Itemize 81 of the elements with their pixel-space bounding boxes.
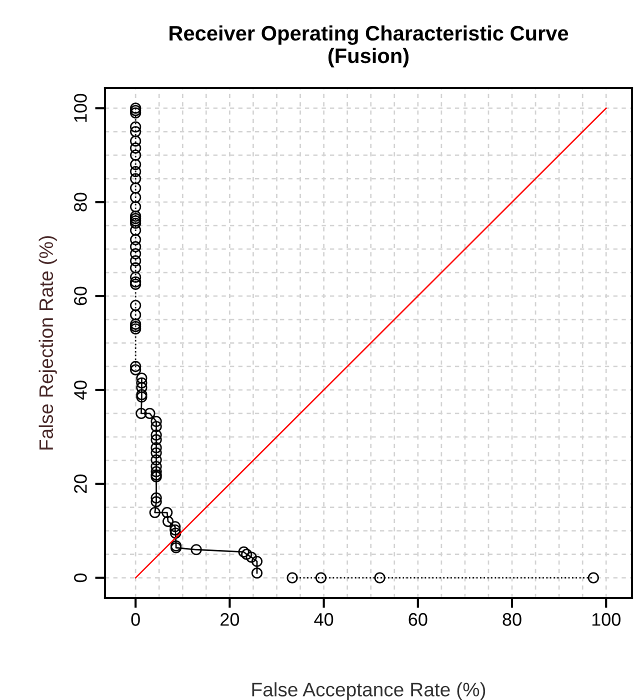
x-tick-label: 40 [314, 613, 334, 626]
point [130, 182, 142, 194]
point [170, 524, 181, 536]
x-tick-label: 20 [220, 613, 240, 626]
point [130, 215, 142, 226]
point [136, 382, 148, 394]
point [130, 201, 142, 212]
point [588, 572, 599, 584]
x-tick-label: 100 [592, 613, 620, 626]
y-tick-label: 0 [74, 573, 87, 582]
point [130, 107, 142, 118]
point [150, 429, 162, 441]
x-tick-label: 60 [408, 613, 428, 626]
point [238, 546, 250, 558]
point [130, 210, 142, 222]
point [130, 121, 142, 133]
point [190, 544, 202, 556]
point [136, 389, 148, 400]
point [130, 255, 142, 266]
point [150, 442, 162, 454]
point [130, 212, 142, 224]
point [251, 556, 263, 567]
y-tick-label: 40 [74, 380, 87, 400]
point [130, 248, 142, 260]
point [150, 492, 162, 504]
point [130, 224, 142, 236]
point [130, 364, 142, 376]
point [130, 276, 142, 288]
point [315, 572, 327, 584]
y-axis-title: False Rejection Rate (%) [38, 236, 57, 450]
y-tick-label: 80 [74, 192, 87, 212]
point [130, 234, 142, 246]
point [170, 521, 181, 532]
point [150, 460, 162, 472]
point [130, 278, 142, 290]
point [150, 466, 162, 478]
point [286, 572, 298, 584]
point [241, 548, 252, 560]
point [162, 506, 173, 518]
point [136, 391, 148, 403]
point [130, 241, 142, 252]
point [150, 416, 162, 427]
point [130, 272, 142, 283]
point [246, 552, 257, 563]
point [150, 434, 162, 446]
point [130, 192, 142, 203]
point [130, 173, 142, 184]
point [136, 377, 148, 388]
point [130, 166, 142, 178]
point [130, 309, 142, 320]
chart-title: Receiver Operating Characteristic Curve (Fusion) [170, 25, 568, 68]
point [251, 568, 263, 579]
x-tick-label: 0 [131, 613, 140, 626]
point [150, 496, 162, 508]
x-axis-title: False Acceptance Rate (%) [252, 682, 486, 700]
x-tick-label: 80 [502, 613, 522, 626]
point [130, 104, 142, 116]
point [162, 516, 174, 528]
point [150, 447, 162, 458]
point [150, 454, 162, 466]
y-tick-label: 60 [74, 286, 87, 306]
y-tick-label: 20 [74, 474, 87, 494]
y-tick-label: 100 [74, 94, 87, 122]
point [170, 528, 182, 539]
point [130, 102, 142, 114]
point [130, 136, 142, 147]
point [130, 126, 142, 138]
point [130, 262, 142, 274]
point [136, 408, 147, 419]
point [144, 408, 156, 419]
point [130, 360, 142, 372]
point [130, 150, 142, 161]
point [130, 158, 142, 170]
point [130, 142, 142, 154]
point [136, 372, 148, 384]
point [374, 572, 386, 584]
point [130, 300, 142, 311]
point [149, 506, 160, 518]
point [150, 421, 162, 432]
point [130, 318, 142, 330]
point [130, 218, 142, 229]
